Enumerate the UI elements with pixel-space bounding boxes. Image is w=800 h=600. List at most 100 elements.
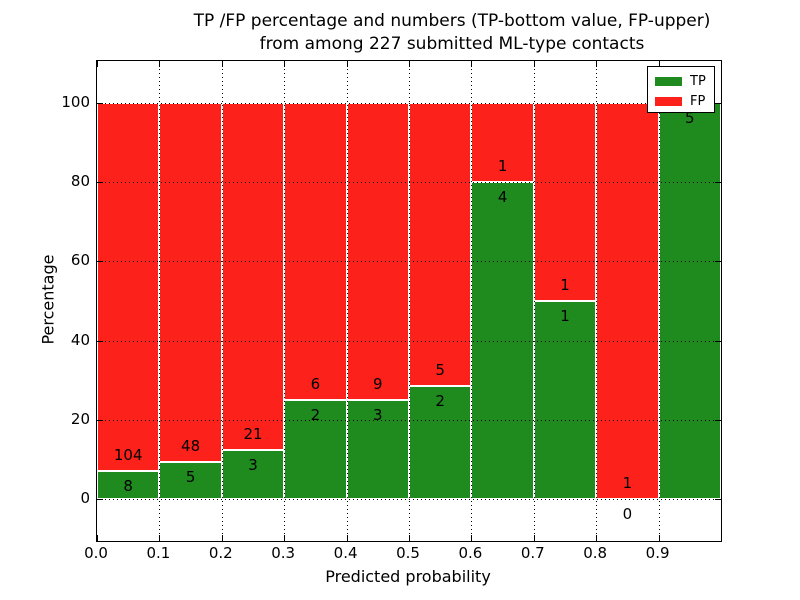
tp-legend-swatch [655, 77, 682, 86]
tp-count-label: 8 [123, 477, 133, 495]
x-tick-mark [97, 61, 98, 67]
y-tick-mark [715, 499, 721, 501]
chart-title-line2: from among 227 submitted ML-type contact… [259, 34, 645, 54]
bar-segment-fp [159, 102, 222, 462]
y-tick-mark [715, 340, 721, 342]
bar-segment-fp [97, 102, 160, 471]
x-tick-mark [346, 61, 348, 67]
y-tick-label: 0 [80, 489, 90, 508]
y-tick-label: 80 [70, 171, 90, 190]
y-tick-label: 40 [70, 330, 90, 349]
bar-segment-fp [533, 102, 597, 301]
x-tick-mark [159, 535, 161, 541]
x-tick-mark [471, 61, 473, 67]
vertical-gridline [471, 61, 473, 541]
fp-count-label: 5 [435, 361, 445, 379]
x-tick-mark [97, 535, 98, 541]
x-tick-mark [471, 535, 473, 541]
bar-segment-tp [409, 386, 472, 500]
x-tick-mark [658, 535, 660, 541]
tp-count-label: 5 [185, 467, 196, 486]
x-tick-label: 0.4 [333, 544, 358, 562]
x-tick-label: 0.0 [84, 544, 108, 562]
chart-title: TP /FP percentage and numbers (TP-bottom… [102, 10, 800, 56]
tp-count-label: 5 [685, 108, 695, 127]
legend-entry-tp: TP [655, 73, 714, 90]
tp-count-label: 3 [373, 406, 383, 425]
bar-segment-fp [409, 102, 472, 386]
x-axis-label: Predicted probability [325, 567, 491, 586]
y-tick-mark [715, 420, 721, 421]
fp-count-label: 104 [113, 446, 143, 464]
vertical-gridline [596, 61, 598, 541]
bar-segment-tp [284, 400, 347, 500]
bar-segment-tp [533, 301, 597, 500]
x-tick-mark [596, 535, 598, 541]
bar-segment-fp [596, 102, 659, 500]
bar-segment-tp [159, 461, 222, 500]
vertical-gridline [221, 61, 223, 541]
tp-count-label: 3 [248, 455, 258, 474]
x-tick-label: 0.3 [271, 544, 296, 562]
bar-segment-fp [221, 102, 285, 450]
fp-count-label: 21 [243, 424, 263, 443]
y-tick-label: 100 [61, 92, 90, 111]
bar-segment-tp [658, 102, 721, 500]
vertical-gridline [533, 61, 535, 541]
fp-count-label: 6 [310, 375, 321, 394]
fp-count-label: 9 [373, 375, 383, 394]
plot-area: 104848521362935214111005 [96, 60, 722, 542]
y-tick-mark [97, 420, 103, 421]
vertical-gridline [284, 61, 286, 541]
fp-count-label: 1 [622, 474, 633, 493]
y-tick-mark [97, 499, 103, 501]
chart-title-line1: TP /FP percentage and numbers (TP-bottom… [193, 11, 711, 31]
y-tick-label: 20 [70, 410, 90, 428]
legend-entry-fp: FP [655, 93, 714, 110]
x-tick-mark [159, 61, 161, 67]
vertical-gridline [409, 61, 410, 541]
x-tick-mark [533, 61, 535, 67]
x-tick-label: 0.6 [458, 544, 483, 562]
y-tick-mark [97, 102, 103, 104]
y-tick-mark [97, 261, 103, 263]
x-tick-mark [221, 535, 223, 541]
y-tick-mark [715, 181, 721, 183]
tp-count-label: 0 [622, 505, 633, 524]
x-tick-mark [533, 535, 535, 541]
x-tick-label: 0.1 [146, 544, 171, 562]
x-tick-mark [658, 61, 660, 67]
x-tick-mark [346, 535, 348, 541]
vertical-gridline [346, 61, 348, 541]
vertical-gridline [658, 61, 660, 541]
y-tick-mark [97, 181, 103, 183]
x-tick-label: 0.9 [645, 544, 670, 562]
x-tick-label: 0.8 [583, 544, 608, 562]
fp-count-label: 48 [181, 436, 201, 455]
y-tick-label: 60 [70, 251, 90, 270]
bar-segment-fp [346, 102, 409, 401]
x-tick-label: 0.5 [396, 544, 420, 562]
legend: TP FP [647, 66, 715, 113]
bar-segment-fp [284, 102, 347, 401]
x-tick-label: 0.7 [520, 544, 545, 562]
tp-count-label: 1 [560, 307, 570, 325]
fp-count-label: 1 [560, 276, 570, 294]
fp-legend-swatch [655, 97, 682, 106]
y-axis-label: Percentage [38, 254, 58, 345]
y-tick-mark [715, 102, 721, 104]
y-tick-mark [97, 340, 103, 342]
tp-count-label: 2 [310, 406, 321, 425]
x-tick-mark [284, 535, 286, 541]
x-tick-mark [409, 535, 410, 541]
x-tick-mark [284, 61, 286, 67]
tp-count-label: 4 [497, 187, 508, 206]
tp-legend-label: TP [690, 73, 706, 89]
x-tick-mark [221, 61, 223, 67]
vertical-gridline [159, 61, 161, 541]
x-tick-mark [409, 61, 410, 67]
bar-segment-tp [97, 471, 160, 500]
x-tick-label: 0.2 [208, 544, 233, 562]
tp-count-label: 2 [435, 392, 445, 410]
